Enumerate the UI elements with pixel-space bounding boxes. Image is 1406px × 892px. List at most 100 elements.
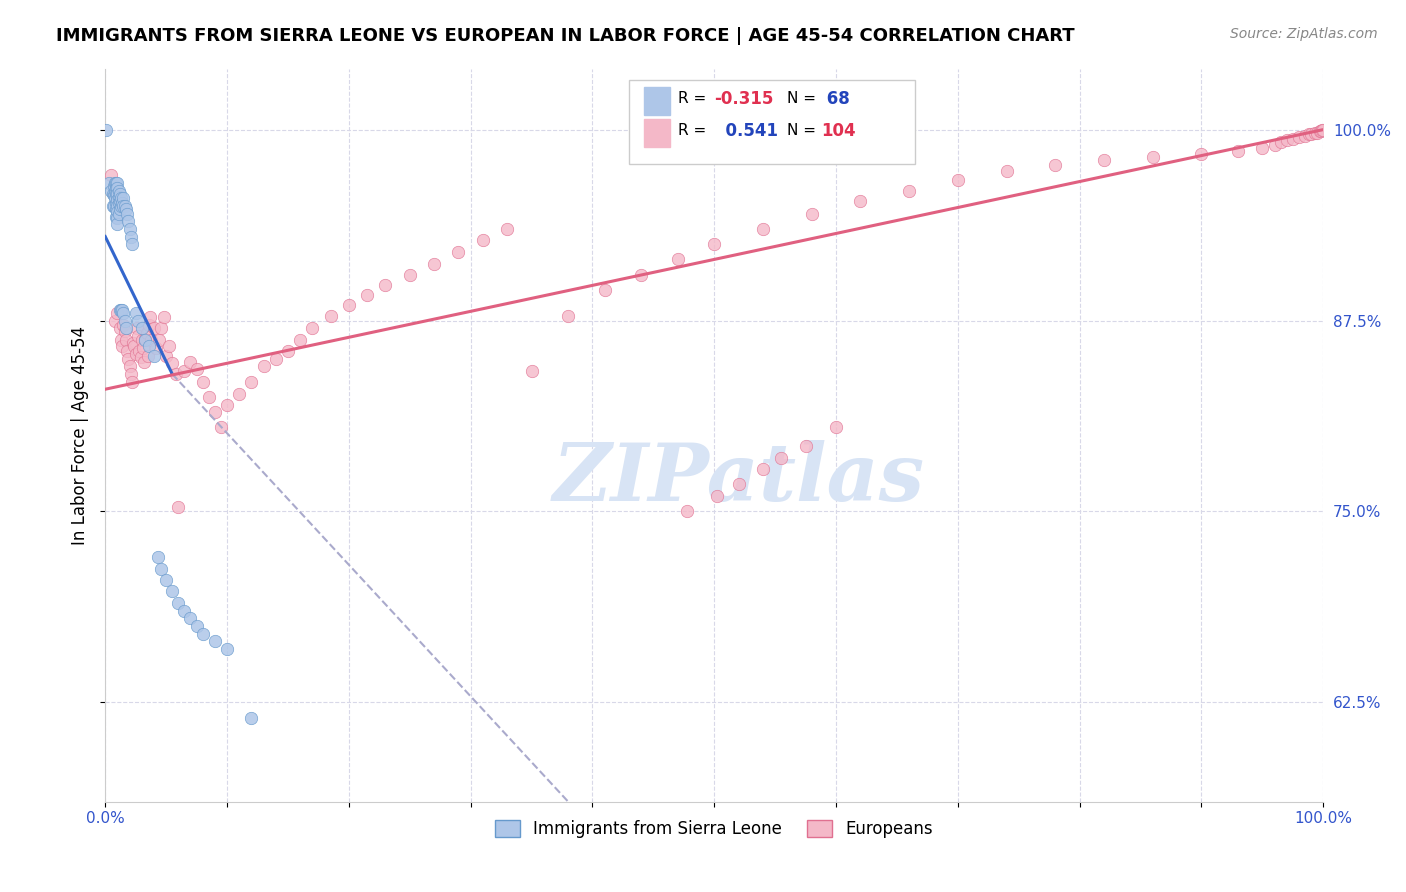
Point: [115, 334, 138, 348]
Point: [124, 339, 146, 353]
Point: [107, 206, 129, 220]
Point: [101, 199, 124, 213]
Point: [146, 550, 169, 565]
Point: [1310, 122, 1333, 136]
Point: [186, 619, 208, 633]
Point: [1303, 126, 1326, 140]
Point: [104, 184, 127, 198]
Point: [770, 450, 793, 465]
Point: [122, 336, 145, 351]
Point: [946, 173, 969, 187]
Point: [112, 199, 135, 213]
FancyBboxPatch shape: [628, 79, 915, 164]
Text: 68: 68: [821, 89, 851, 108]
Point: [794, 439, 817, 453]
Point: [131, 321, 153, 335]
Point: [703, 237, 725, 252]
Point: [115, 344, 138, 359]
Point: [849, 194, 872, 209]
Point: [112, 318, 135, 332]
Point: [150, 562, 173, 576]
Point: [138, 339, 160, 353]
Point: [114, 199, 136, 213]
Point: [191, 375, 214, 389]
Point: [1282, 132, 1305, 146]
Text: 0.541: 0.541: [714, 122, 779, 140]
Point: [111, 302, 134, 317]
Point: [209, 420, 232, 434]
Point: [103, 188, 125, 202]
Point: [898, 184, 921, 198]
Point: [800, 206, 823, 220]
Point: [145, 341, 167, 355]
Point: [173, 364, 195, 378]
Point: [356, 287, 378, 301]
Point: [277, 344, 299, 359]
Point: [120, 229, 142, 244]
Point: [105, 193, 128, 207]
Point: [115, 321, 138, 335]
Point: [108, 194, 131, 209]
Point: [105, 211, 128, 226]
Point: [104, 313, 127, 327]
Point: [630, 268, 652, 282]
Point: [115, 202, 138, 216]
Point: [142, 349, 165, 363]
Point: [825, 420, 848, 434]
Point: [105, 210, 128, 224]
Point: [1312, 122, 1334, 136]
Point: [124, 347, 146, 361]
Point: [215, 641, 238, 656]
Text: R =: R =: [678, 91, 711, 106]
Point: [204, 405, 226, 419]
Legend: Immigrants from Sierra Leone, Europeans: Immigrants from Sierra Leone, Europeans: [488, 813, 941, 845]
Text: ZIPatlas: ZIPatlas: [553, 441, 925, 517]
Point: [105, 176, 128, 190]
Point: [1251, 141, 1274, 155]
Point: [1275, 133, 1298, 147]
Point: [100, 169, 122, 183]
Point: [105, 217, 128, 231]
Point: [129, 350, 152, 364]
Point: [288, 334, 311, 348]
Point: [197, 390, 219, 404]
Point: [100, 184, 122, 198]
Text: 104: 104: [821, 122, 856, 140]
Point: [204, 634, 226, 648]
Point: [128, 344, 150, 359]
Point: [240, 710, 263, 724]
Point: [160, 583, 183, 598]
Point: [142, 321, 165, 335]
Point: [152, 310, 174, 325]
Point: [1309, 124, 1331, 138]
Point: [1288, 130, 1310, 145]
Point: [105, 186, 128, 201]
Point: [110, 302, 132, 317]
Point: [127, 328, 149, 343]
Point: [165, 367, 187, 381]
Point: [471, 233, 494, 247]
Point: [1142, 150, 1164, 164]
Point: [112, 191, 135, 205]
Point: [103, 179, 125, 194]
Point: [179, 611, 201, 625]
Point: [104, 191, 127, 205]
Point: [252, 359, 274, 374]
Point: [1301, 127, 1323, 141]
Point: [337, 298, 360, 312]
Point: [215, 397, 238, 411]
Point: [1309, 124, 1331, 138]
Text: N =: N =: [787, 123, 821, 138]
Point: [108, 186, 131, 201]
Point: [179, 355, 201, 369]
Point: [105, 186, 128, 201]
Point: [107, 195, 129, 210]
Point: [186, 362, 208, 376]
Text: IMMIGRANTS FROM SIERRA LEONE VS EUROPEAN IN LABOR FORCE | AGE 45-54 CORRELATION : IMMIGRANTS FROM SIERRA LEONE VS EUROPEAN…: [56, 27, 1074, 45]
Text: R =: R =: [678, 123, 711, 138]
Point: [134, 334, 156, 348]
Point: [1227, 144, 1250, 158]
Point: [120, 367, 142, 381]
Point: [1294, 128, 1316, 143]
Point: [117, 214, 139, 228]
